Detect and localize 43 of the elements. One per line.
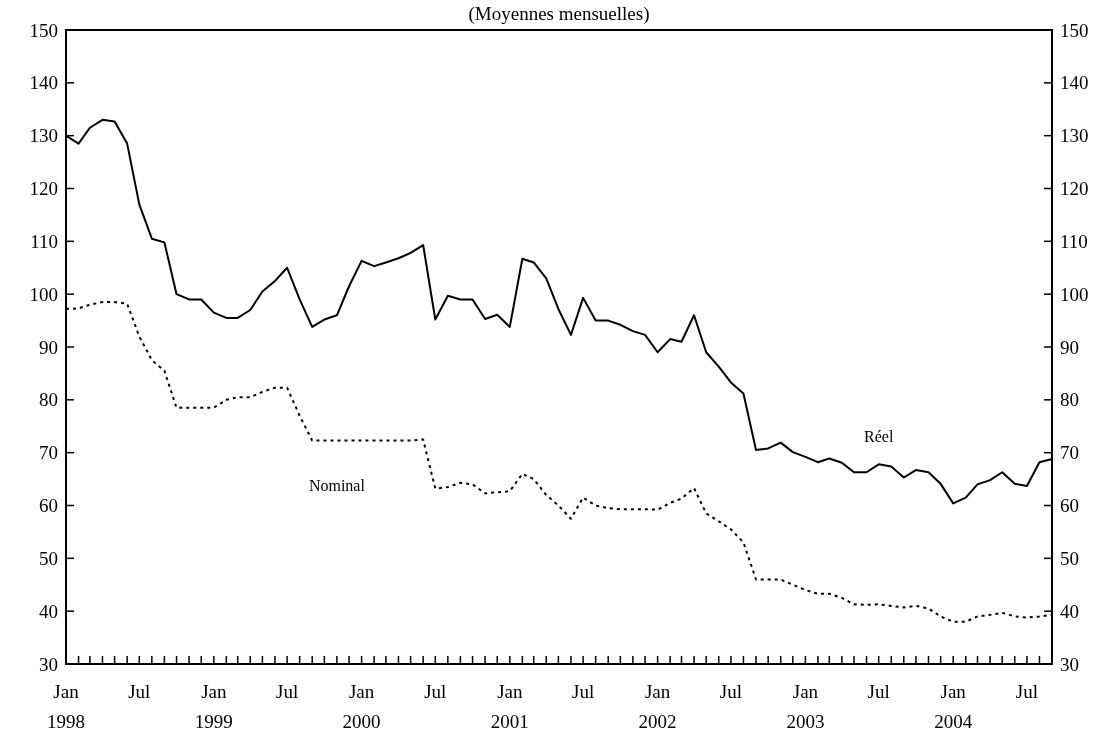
y-tick-label: 130 xyxy=(29,125,58,147)
y2-tick-label: 150 xyxy=(1060,19,1089,41)
y2-tick-label: 40 xyxy=(1060,600,1079,622)
x-tick-label: Jul xyxy=(276,681,299,702)
y2-tick-label: 120 xyxy=(1060,178,1089,200)
x-tick-label: Jul xyxy=(867,681,890,702)
y2-tick-label: 130 xyxy=(1060,125,1089,147)
y2-tick-label: 70 xyxy=(1060,442,1079,464)
y-tick-label: 60 xyxy=(39,495,58,517)
text: Nominal xyxy=(308,476,366,494)
x-tick-label: Jan 2004 xyxy=(934,681,973,732)
y2-tick-label: 140 xyxy=(1060,72,1089,94)
chart-title: (Moyennes mensuelles) xyxy=(468,3,650,25)
y2-tick-label: 90 xyxy=(1060,336,1079,358)
x-tick-label: Jan 2002 xyxy=(638,681,677,732)
x-tick-label: Jul xyxy=(572,681,595,702)
y-tick-label: 40 xyxy=(39,600,58,622)
x-tick-label: Jul xyxy=(128,681,151,702)
x-tick-label: Jul xyxy=(424,681,447,702)
y-tick-label: 120 xyxy=(29,178,58,200)
y-tick-label: 50 xyxy=(39,547,58,569)
x-tick-label: Jul xyxy=(1015,681,1038,702)
x-tick-label: Jan 2000 xyxy=(342,681,381,732)
y2-tick-label: 60 xyxy=(1060,495,1079,517)
y-tick-label: 80 xyxy=(39,389,58,411)
y2-tick-label: 50 xyxy=(1060,547,1079,569)
x-tick-label: Jan 2001 xyxy=(490,681,529,732)
x-tick-label: Jan 2003 xyxy=(786,681,825,732)
y-tick-label: 30 xyxy=(39,653,58,675)
series-label: Réel xyxy=(864,428,894,446)
y-tick-label: 150 xyxy=(29,19,58,41)
y-tick-label: 100 xyxy=(29,283,58,305)
y-tick-label: 140 xyxy=(29,72,58,94)
x-tick-label: Jan 1999 xyxy=(194,681,233,732)
y-tick-label: 70 xyxy=(39,442,58,464)
y2-tick-label: 110 xyxy=(1060,230,1088,252)
y-tick-label: 90 xyxy=(39,336,58,358)
y-tick-label: 110 xyxy=(30,230,58,252)
y2-tick-label: 100 xyxy=(1060,283,1089,305)
x-tick-label: Jan 1998 xyxy=(47,681,85,732)
y2-tick-label: 80 xyxy=(1060,389,1079,411)
x-tick-label: Jul xyxy=(719,681,742,702)
y2-tick-label: 30 xyxy=(1060,653,1079,675)
